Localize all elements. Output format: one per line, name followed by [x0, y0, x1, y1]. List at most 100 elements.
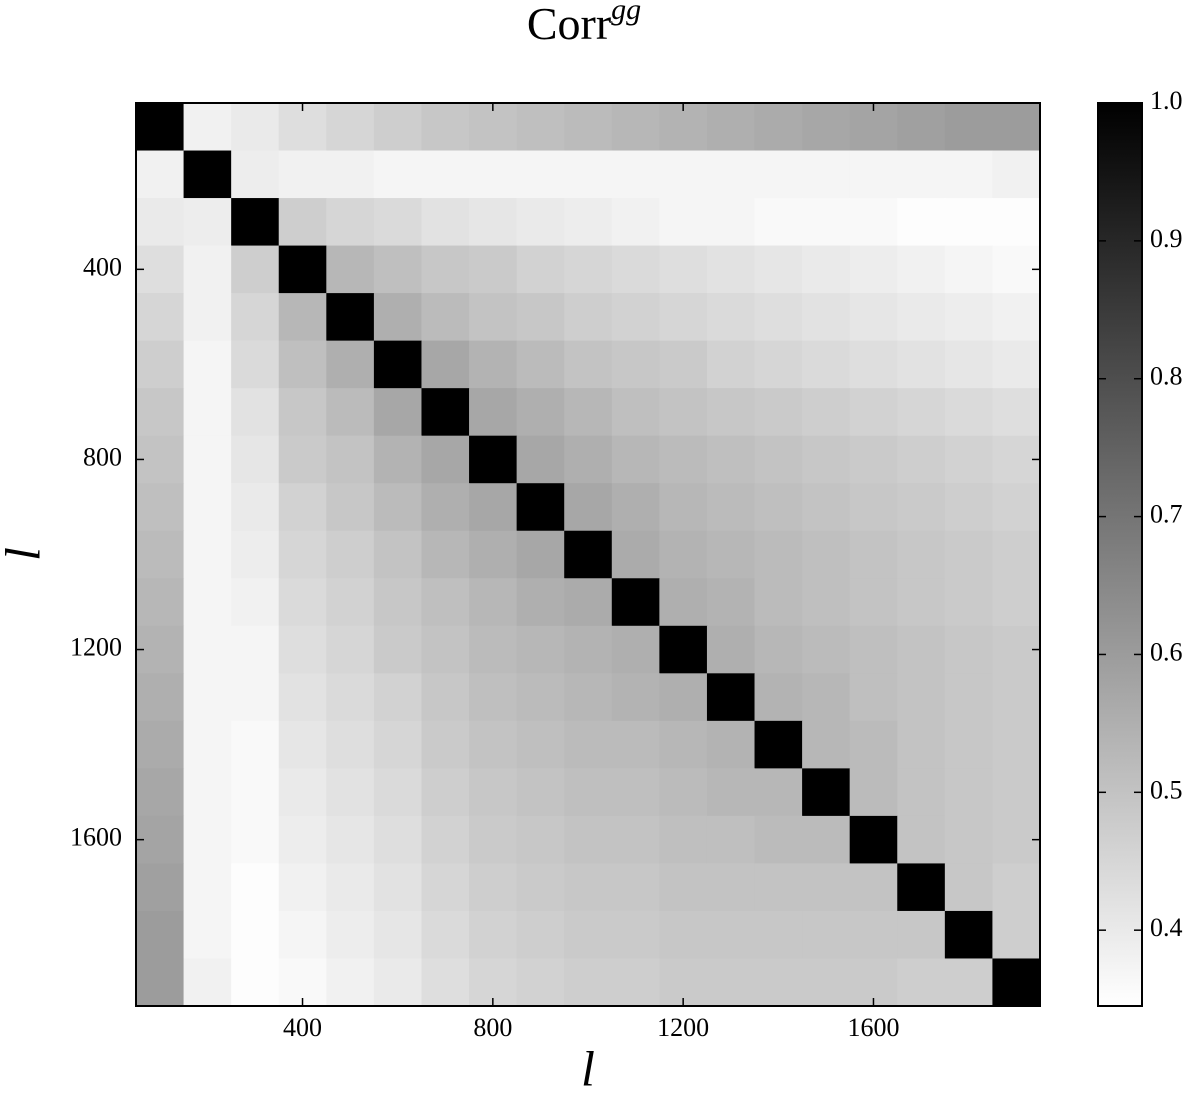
heatmap-cell: [944, 103, 993, 152]
heatmap-cell: [706, 863, 756, 912]
heatmap-cell: [611, 768, 660, 817]
heatmap-cell: [183, 578, 232, 627]
heatmap-cell: [326, 625, 375, 674]
heatmap-cell: [183, 815, 232, 864]
heatmap-cell: [278, 483, 327, 532]
heatmap-cell: [469, 578, 518, 627]
heatmap-cell: [373, 483, 422, 532]
heatmap-cell: [373, 625, 422, 674]
heatmap-cell: [373, 673, 422, 722]
heatmap-cell: [421, 530, 470, 579]
heatmap-cell: [706, 578, 756, 627]
heatmap-cell: [373, 198, 422, 247]
heatmap-cell: [992, 910, 1041, 959]
heatmap-cell: [897, 863, 946, 912]
heatmap-cell: [754, 293, 803, 342]
heatmap-cell: [802, 103, 851, 152]
heatmap-cell: [754, 768, 803, 817]
heatmap-cell: [136, 483, 185, 532]
heatmap-cell: [897, 673, 946, 722]
heatmap-cell: [183, 388, 232, 437]
heatmap-cell: [944, 815, 993, 864]
heatmap-cell: [136, 815, 185, 864]
heatmap-cell: [373, 910, 422, 959]
heatmap-cell: [231, 483, 280, 532]
heatmap-cell: [326, 720, 375, 769]
heatmap-cell: [706, 673, 756, 722]
heatmap-cell: [278, 530, 327, 579]
heatmap-cell: [136, 530, 185, 579]
heatmap-cell: [802, 863, 851, 912]
heatmap-cell: [849, 293, 898, 342]
heatmap-cell: [754, 483, 803, 532]
heatmap-cell: [992, 483, 1041, 532]
heatmap-cell: [421, 815, 470, 864]
plot-frame: [135, 102, 1041, 1007]
heatmap-cell: [231, 720, 280, 769]
colorbar-frame: [1097, 102, 1143, 1007]
heatmap-cell: [802, 293, 851, 342]
heatmap-cell: [659, 293, 708, 342]
heatmap-cell: [754, 625, 803, 674]
heatmap-cell: [659, 863, 708, 912]
heatmap-cell: [754, 673, 803, 722]
heatmap-cell: [373, 720, 422, 769]
heatmap-cell: [611, 863, 660, 912]
heatmap-cell: [564, 768, 613, 817]
heatmap-cell: [944, 768, 993, 817]
heatmap-cell: [326, 293, 375, 342]
heatmap-cell: [136, 720, 185, 769]
heatmap-cell: [564, 483, 613, 532]
heatmap-cell: [469, 483, 518, 532]
heatmap-cell: [849, 768, 898, 817]
heatmap-cell: [326, 340, 375, 389]
heatmap-cell: [897, 293, 946, 342]
heatmap-cell: [564, 910, 613, 959]
heatmap-cell: [278, 673, 327, 722]
heatmap-cell: [516, 768, 565, 817]
heatmap-cell: [754, 815, 803, 864]
heatmap-cell: [754, 388, 803, 437]
y-tick-label: 1600: [70, 823, 122, 852]
x-tick-label: 1600: [847, 1013, 899, 1042]
heatmap-cell: [611, 910, 660, 959]
heatmap-cell: [564, 958, 613, 1007]
heatmap-cell: [516, 625, 565, 674]
heatmap-cell: [849, 530, 898, 579]
heatmap-cell: [659, 673, 708, 722]
x-tick-label: 400: [283, 1013, 322, 1042]
heatmap-cell: [659, 245, 708, 294]
heatmap-cell: [706, 530, 756, 579]
heatmap-cell: [802, 388, 851, 437]
heatmap-cell: [516, 245, 565, 294]
heatmap-cell: [992, 340, 1041, 389]
heatmap-cell: [326, 245, 375, 294]
heatmap-cell: [231, 530, 280, 579]
heatmap-cell: [849, 673, 898, 722]
heatmap-cell: [278, 910, 327, 959]
heatmap-cell: [469, 720, 518, 769]
heatmap-cell: [706, 958, 756, 1007]
heatmap-cell: [611, 578, 660, 627]
heatmap-cell: [659, 815, 708, 864]
heatmap-cell: [326, 768, 375, 817]
heatmap-cell: [326, 483, 375, 532]
heatmap-cell: [183, 103, 232, 152]
heatmap-cell: [944, 340, 993, 389]
heatmap-cell: [231, 958, 280, 1007]
heatmap-cell: [469, 673, 518, 722]
heatmap-cell: [136, 103, 185, 152]
heatmap-cell: [992, 103, 1041, 152]
heatmap-cell: [706, 483, 756, 532]
heatmap-cell: [754, 198, 803, 247]
heatmap-cell: [278, 863, 327, 912]
colorbar-tick-label: 0.6: [1150, 637, 1183, 666]
heatmap-cell: [231, 768, 280, 817]
heatmap-cell: [231, 815, 280, 864]
heatmap-cell: [278, 340, 327, 389]
heatmap-cell: [944, 435, 993, 484]
heatmap-cell: [754, 103, 803, 152]
heatmap-cell: [802, 150, 851, 199]
heatmap-cell: [373, 768, 422, 817]
heatmap-cell: [992, 578, 1041, 627]
